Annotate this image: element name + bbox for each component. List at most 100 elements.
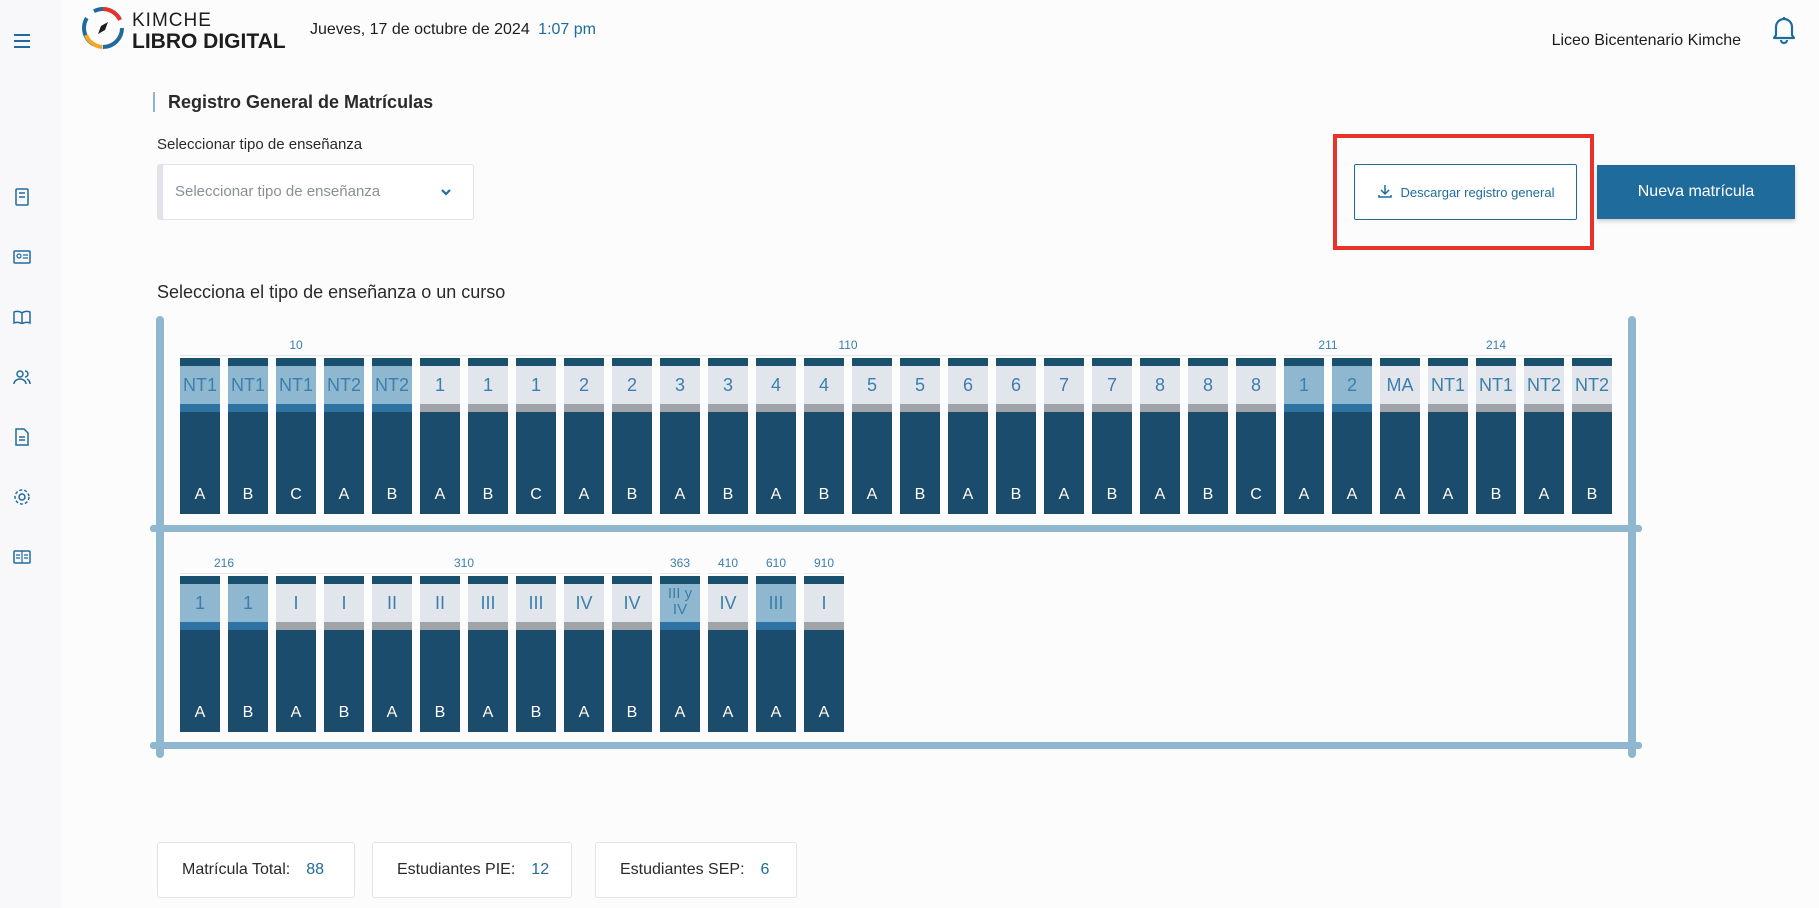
book-icon[interactable] — [10, 305, 34, 329]
course-strip — [180, 622, 220, 630]
course-top-bar — [1476, 358, 1516, 366]
course-group[interactable]: 363 — [660, 552, 700, 574]
course-level: I — [804, 584, 844, 622]
course-list: 1 A 1 B I A I B II A II B III A III B IV A IV B III y IV A IV A… — [180, 576, 844, 732]
download-register-button[interactable]: Descargar registro general — [1354, 164, 1577, 220]
course-card[interactable]: III B — [516, 576, 556, 732]
course-card[interactable]: NT2 A — [324, 358, 364, 514]
notebook-icon[interactable] — [10, 185, 34, 209]
course-level: 7 — [1044, 366, 1084, 404]
course-top-bar — [516, 576, 556, 584]
course-letter: A — [290, 704, 302, 721]
id-card-icon[interactable] — [10, 245, 34, 269]
course-body: B — [996, 412, 1036, 514]
course-letter: B — [530, 704, 542, 721]
document-icon[interactable] — [10, 425, 34, 449]
course-card[interactable]: II A — [372, 576, 412, 732]
bell-icon[interactable] — [1768, 13, 1800, 50]
course-group[interactable]: 610 — [756, 552, 796, 574]
course-group[interactable]: 910 — [804, 552, 844, 574]
course-group[interactable]: 211 — [1284, 334, 1372, 356]
course-strip — [900, 404, 940, 412]
course-level: 2 — [564, 366, 604, 404]
course-card[interactable]: II B — [420, 576, 460, 732]
course-body: C — [276, 412, 316, 514]
app-logo[interactable]: KIMCHE LIBRO DIGITAL — [80, 5, 286, 53]
course-card[interactable]: III y IV A — [660, 576, 700, 732]
course-card[interactable]: NT1 A — [180, 358, 220, 514]
course-group[interactable]: 110 — [420, 334, 1276, 356]
course-letter: A — [722, 704, 734, 721]
course-card[interactable]: NT1 A — [1428, 358, 1468, 514]
course-top-bar — [564, 358, 604, 366]
users-icon[interactable] — [10, 365, 34, 389]
course-card[interactable]: NT2 B — [372, 358, 412, 514]
course-card[interactable]: III A — [468, 576, 508, 732]
course-top-bar — [276, 358, 316, 366]
course-card[interactable]: IV B — [612, 576, 652, 732]
course-group[interactable]: 10 — [180, 334, 412, 356]
course-body: A — [468, 630, 508, 732]
course-card[interactable]: NT2 A — [1524, 358, 1564, 514]
course-group[interactable]: 410 — [708, 552, 748, 574]
course-letter: A — [1394, 486, 1406, 503]
course-letter: A — [386, 704, 398, 721]
course-card[interactable]: NT1 C — [276, 358, 316, 514]
course-group-label: 110 — [838, 338, 858, 352]
course-card[interactable]: NT2 B — [1572, 358, 1612, 514]
course-card[interactable]: MA A — [1380, 358, 1420, 514]
course-level: NT2 — [1524, 366, 1564, 404]
course-letter: C — [290, 486, 302, 503]
course-top-bar — [1284, 358, 1324, 366]
course-top-bar — [468, 358, 508, 366]
course-card[interactable]: III A — [756, 576, 796, 732]
course-group[interactable]: 310 — [276, 552, 652, 574]
open-book-icon[interactable] — [10, 545, 34, 569]
course-card[interactable]: NT1 B — [1476, 358, 1516, 514]
settings-icon[interactable] — [10, 485, 34, 509]
new-enrollment-button[interactable]: Nueva matrícula — [1597, 165, 1795, 219]
course-letter: A — [578, 704, 590, 721]
teaching-type-select[interactable]: Seleccionar tipo de enseñanza — [157, 164, 474, 220]
course-strip — [1236, 404, 1276, 412]
course-card[interactable]: IV A — [708, 576, 748, 732]
course-strip — [372, 404, 412, 412]
stat-total-enrollment: Matrícula Total: 88 — [157, 842, 355, 898]
course-top-bar — [852, 358, 892, 366]
menu-icon[interactable] — [10, 29, 34, 53]
course-level: NT2 — [324, 366, 364, 404]
course-top-bar — [180, 358, 220, 366]
course-card[interactable]: NT1 B — [228, 358, 268, 514]
course-level: 8 — [1236, 366, 1276, 404]
course-card[interactable]: IV A — [564, 576, 604, 732]
course-group[interactable]: 216 — [180, 552, 268, 574]
course-group[interactable]: 214 — [1380, 334, 1612, 356]
course-body: B — [1476, 412, 1516, 514]
course-level: 6 — [996, 366, 1036, 404]
